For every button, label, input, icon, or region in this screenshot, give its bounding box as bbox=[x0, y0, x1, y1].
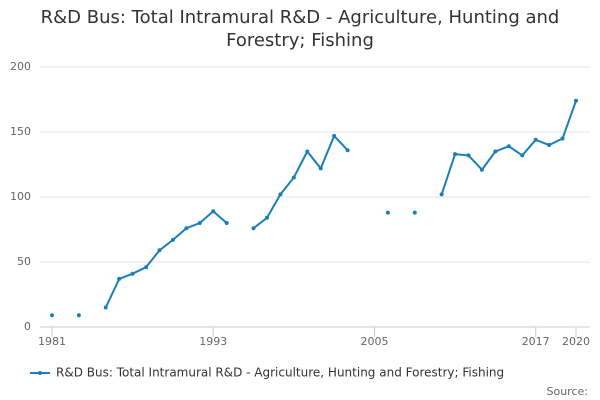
point bbox=[291, 175, 296, 180]
point bbox=[332, 133, 337, 138]
point bbox=[533, 137, 538, 142]
point bbox=[385, 210, 390, 215]
source: Source: bbox=[547, 385, 589, 398]
x-tick-label: 2017 bbox=[522, 335, 550, 348]
x-tick-label: 2005 bbox=[360, 335, 388, 348]
point bbox=[466, 153, 471, 158]
point bbox=[506, 144, 511, 149]
point bbox=[76, 313, 81, 318]
point bbox=[130, 271, 135, 276]
point bbox=[117, 276, 122, 281]
y-tick-label: 150 bbox=[10, 125, 31, 138]
point bbox=[103, 305, 108, 310]
x-tick-label: 1993 bbox=[199, 335, 227, 348]
point bbox=[479, 167, 484, 172]
point bbox=[574, 98, 578, 103]
point bbox=[318, 166, 323, 171]
point bbox=[197, 221, 202, 225]
x-tick-label: 2020 bbox=[562, 335, 590, 348]
point bbox=[412, 210, 417, 215]
point bbox=[305, 149, 310, 154]
point bbox=[50, 313, 54, 318]
legend-marker bbox=[38, 371, 42, 375]
point bbox=[224, 221, 229, 225]
y-tick-label: 200 bbox=[10, 60, 31, 73]
y-tick-label: 50 bbox=[17, 255, 31, 268]
point bbox=[520, 153, 525, 158]
point bbox=[547, 143, 552, 147]
y-tick-label: 100 bbox=[10, 190, 31, 203]
point bbox=[170, 237, 175, 242]
y-tick-label: 0 bbox=[24, 320, 31, 333]
chart-title: R&D Bus: Total Intramural R&D - Agricult… bbox=[40, 7, 560, 51]
point bbox=[278, 192, 283, 197]
point bbox=[345, 148, 350, 153]
point bbox=[157, 248, 162, 253]
point bbox=[560, 136, 565, 141]
point bbox=[251, 226, 256, 231]
point bbox=[453, 152, 458, 157]
point bbox=[493, 149, 498, 154]
point bbox=[144, 265, 149, 270]
legend-label: R&D Bus: Total Intramural R&D - Agricult… bbox=[56, 366, 504, 380]
x-tick-label: 1981 bbox=[38, 335, 66, 348]
point bbox=[439, 192, 444, 197]
point bbox=[184, 226, 189, 231]
point bbox=[211, 209, 216, 214]
point bbox=[264, 215, 269, 220]
